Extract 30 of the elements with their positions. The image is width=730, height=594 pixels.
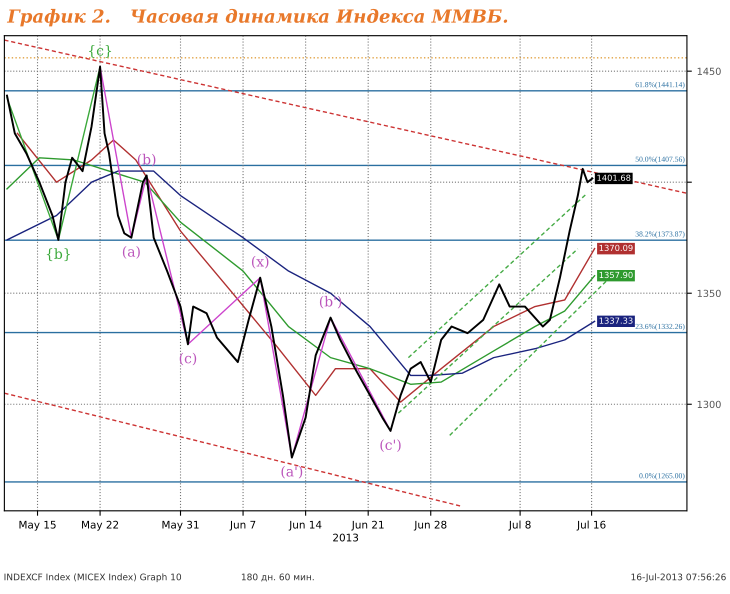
text: 16-Jul-2013 07:56:26 [632,573,726,582]
data-label: 1401.68 [597,174,630,181]
x-tick-label: May 15 [19,520,56,531]
annotation: (b) [138,154,156,166]
annotation: (b') [320,296,342,309]
annotation: (c) [180,352,196,366]
x-tick-label: Jun 14 [288,520,322,531]
data-label: 1337.33 [600,317,633,324]
x-tick-label: May 22 [82,520,118,531]
y-tick-label: 1450 [698,68,721,75]
x-tick-label: Jun 21 [351,520,384,531]
annotation: {c} [89,44,112,58]
x-tick-label: Jul 16 [576,520,606,531]
x-tick-label: Jul 8 [508,520,531,531]
y-tick-label: 1300 [698,400,721,408]
annotation: (x) [252,256,268,269]
text: INDEXCF Index (MICEX Index) Graph 10 [4,573,182,582]
annotation: {b} [46,248,70,262]
annotation: (a) [122,246,140,259]
x-tick-label: Jun 7 [229,520,256,531]
data-label: 1370.09 [600,244,633,252]
chart-title: График 2. Часовая динамика Индекса ММВБ. [6,8,508,26]
x-axis-title: 2013 [333,534,358,542]
data-label: 1357.90 [600,272,633,278]
annotation: (a') [281,466,302,479]
x-tick-label: May 31 [162,520,199,531]
annotation: (c') [380,439,401,452]
text: 180 дн. 60 мин. [242,574,314,582]
x-tick-label: Jun 28 [414,520,446,531]
y-tick-label: 1350 [698,290,721,298]
